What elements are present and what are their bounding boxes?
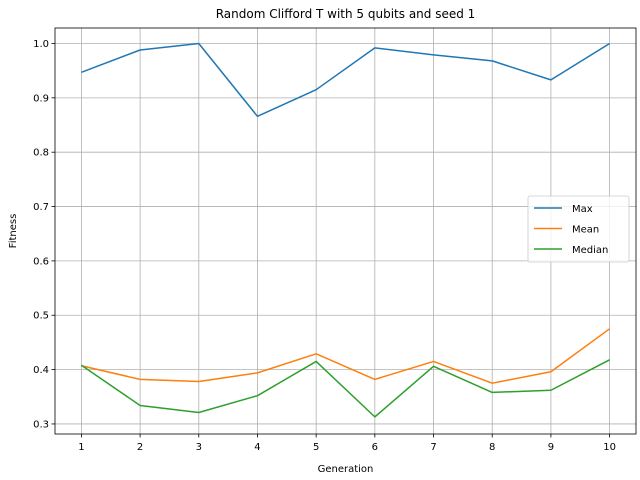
- plot-frame: [54, 27, 637, 435]
- x-tick-label: 1: [78, 442, 84, 453]
- y-tick-label: 0.9: [33, 93, 49, 104]
- x-tick-label: 7: [430, 442, 436, 453]
- y-tick-label: 1.0: [33, 39, 49, 50]
- x-axis-ticks: 1 2 3 4 5 6 7 8 9 10: [78, 434, 616, 453]
- series-lines: [80, 42, 611, 418]
- x-tick-label: 3: [196, 442, 202, 453]
- x-tick-label: 8: [489, 442, 495, 453]
- x-tick-label: 6: [372, 442, 378, 453]
- y-tick-label: 0.7: [33, 202, 49, 213]
- x-tick-label: 4: [254, 442, 260, 453]
- y-tick-label: 0.5: [33, 311, 49, 322]
- series-line-mean: [81, 328, 611, 384]
- y-tick-label: 0.6: [33, 256, 49, 267]
- legend: Max Mean Median: [527, 195, 630, 263]
- chart-title: Random Clifford T with 5 qubits and seed…: [216, 7, 476, 21]
- y-tick-label: 0.8: [33, 148, 49, 159]
- legend-box: [527, 195, 630, 263]
- legend-label-median: Median: [572, 245, 608, 256]
- x-axis-label: Generation: [318, 464, 374, 475]
- x-tick-label: 10: [603, 442, 616, 453]
- series-line-median: [80, 359, 610, 418]
- y-tick-label: 0.3: [33, 419, 49, 430]
- x-tick-label: 2: [137, 442, 143, 453]
- legend-label-max: Max: [572, 204, 593, 215]
- legend-label-mean: Mean: [572, 225, 599, 236]
- x-tick-label: 5: [313, 442, 319, 453]
- x-tick-label: 9: [548, 442, 554, 453]
- y-axis-label: Fitness: [8, 214, 19, 249]
- y-tick-label: 0.4: [33, 365, 49, 376]
- series-line-max: [81, 42, 610, 118]
- y-axis-ticks: 0.3 0.4 0.5 0.6 0.7 0.8 0.9 1.0: [33, 39, 55, 430]
